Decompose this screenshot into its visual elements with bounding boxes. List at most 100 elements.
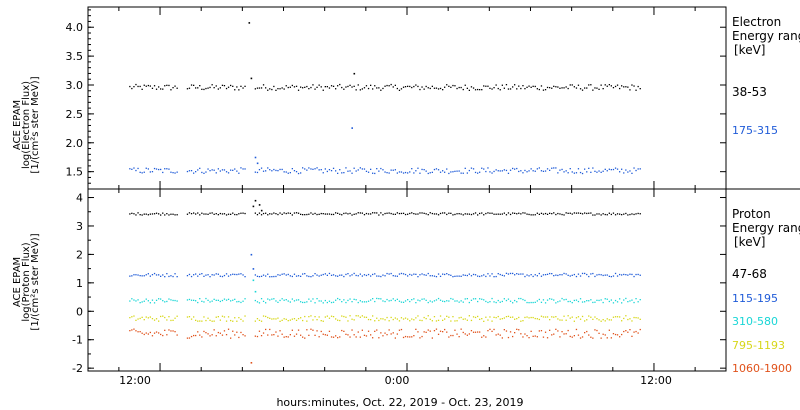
- data-point: [435, 299, 438, 301]
- data-point: [474, 274, 477, 276]
- data-point: [254, 212, 256, 214]
- data-point: [503, 298, 505, 300]
- data-point: [347, 334, 349, 336]
- data-point: [308, 213, 310, 215]
- data-point: [394, 337, 396, 339]
- data-point: [211, 274, 213, 276]
- data-point: [322, 172, 324, 174]
- data-point: [221, 299, 224, 302]
- data-point: [316, 319, 318, 321]
- data-point: [349, 212, 351, 215]
- data-point: [398, 171, 401, 173]
- data-point: [404, 273, 407, 276]
- x-axis-label: hours:minutes, Oct. 22, 2019 - Oct. 23, …: [276, 396, 523, 409]
- data-point: [557, 330, 559, 332]
- data-point: [244, 168, 246, 170]
- data-point: [213, 213, 215, 215]
- data-point: [374, 172, 376, 175]
- data-point: [629, 329, 631, 331]
- data-point: [528, 317, 530, 319]
- y-tick-label: -2: [72, 362, 83, 375]
- data-point: [604, 84, 606, 86]
- data-point: [584, 272, 586, 275]
- data-point: [540, 85, 543, 87]
- data-point: [295, 299, 298, 301]
- data-point: [472, 168, 475, 170]
- data-point: [544, 274, 547, 276]
- data-point: [579, 212, 582, 214]
- data-point: [265, 302, 267, 304]
- data-point: [337, 319, 339, 321]
- data-point: [507, 212, 510, 214]
- data-point: [155, 274, 158, 276]
- data-point: [614, 85, 617, 88]
- data-point: [487, 85, 489, 87]
- data-point: [409, 171, 411, 173]
- data-point: [230, 213, 232, 215]
- data-point: [637, 168, 639, 170]
- data-point: [499, 273, 501, 276]
- data-point: [586, 212, 588, 215]
- data-point: [225, 171, 228, 173]
- data-point: [551, 167, 553, 169]
- data-point: [528, 302, 530, 304]
- data-point: [353, 213, 355, 215]
- data-point: [370, 168, 372, 170]
- data-point: [592, 272, 594, 275]
- data-point: [269, 276, 271, 278]
- data-point: [370, 84, 372, 86]
- data-point: [520, 273, 522, 275]
- data-point: [232, 299, 234, 301]
- data-point: [606, 298, 608, 300]
- data-point: [195, 300, 197, 302]
- data-point: [633, 213, 635, 216]
- data-point: [452, 276, 454, 278]
- data-point: [394, 317, 396, 319]
- data-point: [174, 317, 176, 319]
- data-point: [493, 213, 495, 215]
- data-point: [439, 315, 442, 317]
- data-point: [283, 273, 285, 275]
- data-point: [501, 170, 503, 172]
- data-point: [304, 315, 306, 318]
- data-point: [557, 86, 559, 88]
- data-point: [217, 331, 219, 334]
- data-point: [302, 167, 304, 169]
- y-tick-label: 2.5: [66, 108, 84, 121]
- data-point: [232, 273, 234, 275]
- data-point: [479, 275, 481, 278]
- data-point: [413, 298, 415, 300]
- data-point: [174, 214, 176, 216]
- data-point: [400, 212, 403, 215]
- data-point: [137, 167, 139, 170]
- data-point-outlier: [250, 362, 253, 364]
- data-point: [594, 301, 596, 303]
- data-point: [474, 331, 477, 333]
- data-point: [544, 212, 547, 215]
- data-point: [293, 212, 296, 214]
- data-point: [215, 85, 217, 87]
- data-point: [341, 172, 343, 174]
- data-point: [474, 89, 477, 91]
- data-point: [265, 212, 267, 214]
- data-point: [627, 301, 629, 303]
- data-point: [466, 334, 468, 336]
- data-point: [312, 298, 314, 300]
- data-point: [314, 168, 316, 170]
- data-point: [495, 169, 497, 171]
- data-point: [283, 336, 285, 338]
- data-point: [186, 337, 189, 339]
- data-point: [308, 88, 310, 90]
- data-point: [291, 298, 293, 300]
- data-point: [598, 319, 600, 321]
- data-point: [454, 329, 456, 331]
- data-point: [472, 331, 475, 333]
- data-point: [396, 333, 398, 335]
- data-point: [398, 89, 401, 91]
- data-point: [394, 84, 396, 86]
- data-point: [493, 328, 495, 331]
- data-point: [271, 88, 273, 91]
- data-point: [518, 316, 520, 319]
- data-point: [262, 84, 265, 86]
